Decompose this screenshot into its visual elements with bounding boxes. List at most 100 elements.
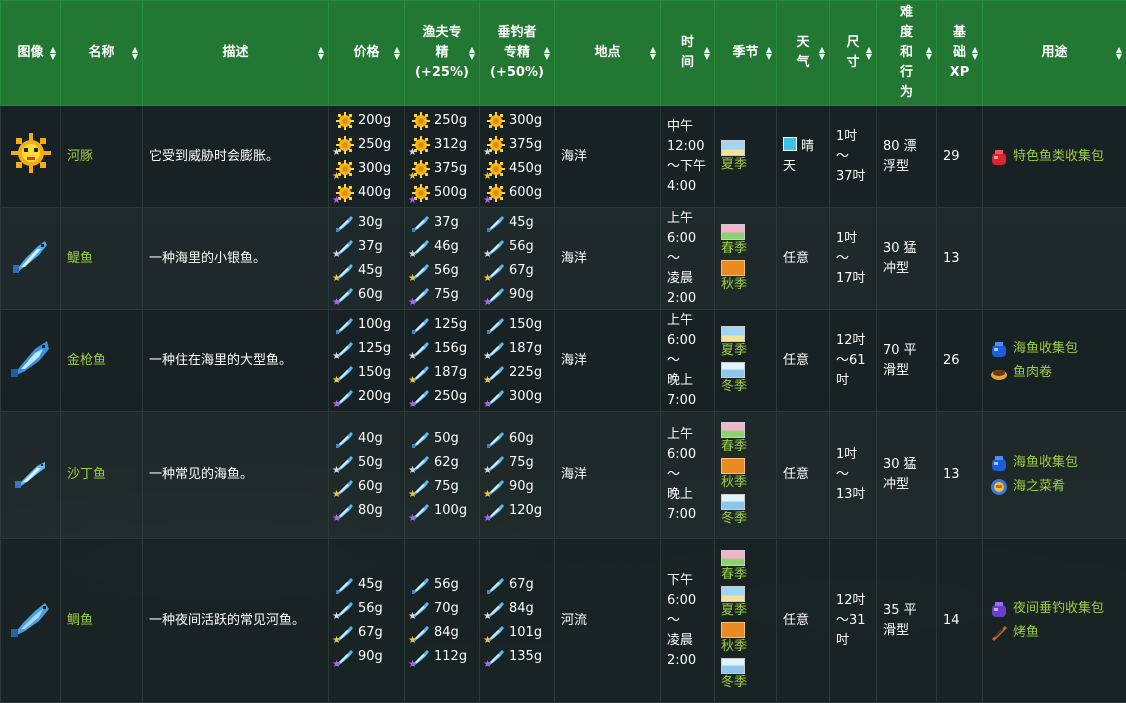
- fish-image[interactable]: [0, 411, 61, 539]
- season-entry[interactable]: 夏季: [721, 139, 770, 174]
- season-icon: [721, 458, 745, 474]
- use-label[interactable]: 夜间垂钓收集包: [1013, 600, 1105, 616]
- fish-name[interactable]: 沙丁鱼: [60, 411, 143, 539]
- fish-difficulty: 70 平滑型: [876, 309, 937, 412]
- sort-icon: ▲ ▼: [649, 45, 656, 61]
- fish-location: 河流: [554, 538, 661, 703]
- use-label[interactable]: 海之菜肴: [1013, 479, 1066, 494]
- price-value: 100g: [434, 503, 468, 518]
- price-value: 156g: [434, 340, 468, 356]
- sort-icon: ▲ ▼: [865, 45, 872, 61]
- fish-name[interactable]: 鲷鱼: [60, 538, 143, 703]
- season-entry[interactable]: 春季: [721, 549, 770, 584]
- use-label[interactable]: 海鱼收集包: [1013, 455, 1079, 470]
- header-time[interactable]: 时间 ▲ ▼: [660, 0, 715, 106]
- header-description[interactable]: 描述 ▲ ▼: [142, 0, 329, 106]
- fish-use: 夜间垂钓收集包 烤鱼: [982, 538, 1126, 703]
- fish-name[interactable]: 河豚: [60, 105, 143, 208]
- season-entry[interactable]: 冬季: [721, 494, 770, 528]
- header-size[interactable]: 尺寸 ▲ ▼: [829, 0, 877, 106]
- price-entry: 56g: [411, 573, 473, 597]
- price-entry: ★ 60g: [332, 475, 398, 500]
- header-location[interactable]: 地点 ▲ ▼: [554, 0, 661, 106]
- use-label[interactable]: 鱼肉卷: [1013, 364, 1053, 380]
- fish-name[interactable]: 金枪鱼: [60, 309, 143, 412]
- season-entry[interactable]: 春季: [721, 223, 770, 258]
- season-icon: [721, 621, 745, 638]
- gold-star-icon: ★: [332, 489, 341, 500]
- use-label[interactable]: 特色鱼类收集包: [1013, 148, 1105, 164]
- size-line: ～61: [836, 352, 866, 368]
- gold-star-icon: ★: [483, 374, 492, 386]
- use-entry[interactable]: 海鱼收集包: [989, 337, 1120, 361]
- season-entry[interactable]: 秋季: [721, 458, 770, 492]
- size-line: ～31: [836, 612, 866, 628]
- fish-icon: ★: [483, 453, 506, 476]
- size-line: 1吋～: [836, 128, 858, 164]
- iridium-star-icon: ★: [408, 194, 417, 206]
- price-entry: ★ 56g: [332, 597, 398, 622]
- price-value: 56g: [509, 238, 534, 254]
- fish-icon: ★: [408, 623, 431, 645]
- angler-cell: 45g ★ 56g ★ 67g ★ 90g: [479, 207, 555, 310]
- price-entry: 45g: [335, 573, 398, 597]
- fish-icon: ★: [483, 387, 506, 409]
- pufferfish-coin-icon: [335, 111, 355, 131]
- fish-icon: [411, 575, 431, 595]
- price-value: 37g: [434, 214, 459, 230]
- header-image[interactable]: 图像 ▲ ▼: [0, 0, 61, 106]
- fish-image[interactable]: [0, 538, 61, 703]
- price-entry: ★ 156g: [408, 337, 473, 362]
- price-value: 45g: [358, 262, 383, 278]
- header-season[interactable]: 季节 ▲ ▼: [714, 0, 777, 106]
- header-xp[interactable]: 基础 XP ▲ ▼: [936, 0, 983, 106]
- header-name[interactable]: 名称 ▲ ▼: [60, 0, 143, 106]
- season-entry[interactable]: 夏季: [721, 585, 770, 620]
- use-entry[interactable]: 特色鱼类收集包: [989, 145, 1120, 169]
- season-entry[interactable]: 春季: [721, 422, 770, 456]
- use-entry[interactable]: 夜间垂钓收集包: [989, 597, 1120, 621]
- season-icon: [721, 325, 745, 342]
- header-weather[interactable]: 天气 ▲ ▼: [776, 0, 830, 106]
- season-label: 夏季: [721, 342, 748, 358]
- sort-icon: ▲ ▼: [703, 45, 710, 61]
- header-difficulty[interactable]: 难度和行为 ▲ ▼: [876, 0, 937, 106]
- fish-image[interactable]: [0, 105, 61, 208]
- fish-location: 海洋: [554, 207, 661, 310]
- price-entry: ★ 45g: [332, 259, 398, 284]
- use-label[interactable]: 海鱼收集包: [1013, 340, 1079, 356]
- price-entry: ★ 187g: [408, 361, 473, 386]
- price-value: 90g: [509, 286, 534, 302]
- season-entry[interactable]: 秋季: [721, 621, 770, 656]
- season-label: 秋季: [721, 276, 748, 292]
- header-fisher[interactable]: 渔夫专精 (+25%) ▲ ▼: [404, 0, 480, 106]
- time-line: 6:00～: [667, 230, 697, 266]
- season-entry[interactable]: 冬季: [721, 657, 770, 692]
- iridium-star-icon: ★: [408, 398, 417, 410]
- price-value: 40g: [358, 431, 383, 446]
- fish-icon: [335, 213, 355, 233]
- price-entry: 67g: [486, 573, 548, 597]
- header-price[interactable]: 价格 ▲ ▼: [328, 0, 405, 106]
- size-line: 13吋: [836, 487, 866, 502]
- fish-name[interactable]: 鳀鱼: [60, 207, 143, 310]
- use-label[interactable]: 烤鱼: [1013, 624, 1040, 640]
- pufferfish-coin-icon: [411, 111, 431, 131]
- price-value: 135g: [509, 648, 543, 664]
- use-entry[interactable]: 海鱼收集包: [989, 451, 1120, 475]
- use-entry[interactable]: 鱼肉卷: [989, 361, 1120, 385]
- price-entry: 300g: [486, 109, 548, 133]
- header-angler[interactable]: 垂钓者 专精 (+50%) ▲ ▼: [479, 0, 555, 106]
- pufferfish-coin-icon: ★: [408, 159, 431, 181]
- season-entry[interactable]: 夏季: [721, 325, 770, 360]
- use-entry[interactable]: 海之菜肴: [989, 475, 1120, 499]
- season-entry[interactable]: 冬季: [721, 361, 770, 396]
- fish-image[interactable]: [0, 309, 61, 412]
- header-use[interactable]: 用途 ▲ ▼: [982, 0, 1126, 106]
- sort-icon: ▲ ▼: [131, 45, 138, 61]
- fish-image[interactable]: [0, 207, 61, 310]
- gold-star-icon: ★: [483, 170, 492, 182]
- fish-icon: ★: [332, 387, 355, 409]
- season-entry[interactable]: 秋季: [721, 259, 770, 294]
- use-entry[interactable]: 烤鱼: [989, 621, 1120, 645]
